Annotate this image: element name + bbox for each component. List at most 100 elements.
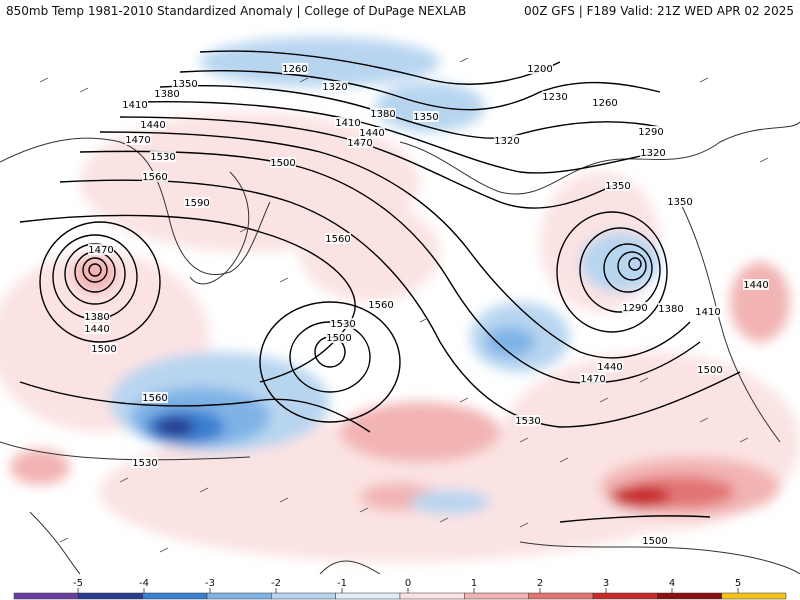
contour-label: 1470: [125, 135, 150, 146]
contour-label: 1380: [658, 304, 683, 315]
contour-label: 1410: [335, 118, 360, 129]
contour-label-bg: [150, 151, 176, 162]
contour-label-bg: [622, 302, 648, 313]
contour-label-bg: [140, 119, 166, 130]
contour-label: 1290: [622, 303, 647, 314]
contour-label-bg: [335, 117, 361, 128]
contour-label-bg: [743, 279, 769, 290]
colorbar-tick-label: -2: [271, 578, 281, 589]
contour-label-bg: [270, 157, 296, 168]
colorbar-tick-label: 5: [735, 578, 741, 589]
contour-label-bg: [84, 323, 110, 334]
contour-label-bg: [132, 457, 158, 468]
contour-label-bg: [322, 81, 348, 92]
contour-label-bg: [667, 196, 693, 207]
contour-label-bg: [125, 134, 151, 145]
contour-label-bg: [515, 415, 541, 426]
contour-label: 1500: [642, 536, 667, 547]
contour-label: 1290: [638, 127, 663, 138]
colorbar-swatch: [399, 592, 465, 600]
contour-label: 1500: [326, 333, 351, 344]
contour-label-bg: [282, 63, 308, 74]
colorbar-swatch: [271, 592, 336, 600]
contour-label: 1440: [743, 280, 768, 291]
contour-label-bg: [326, 332, 352, 343]
contour-label: 1500: [91, 344, 116, 355]
contour-label-bg: [368, 299, 394, 310]
contour-label-bg: [330, 318, 356, 329]
contour-label-bg: [184, 197, 210, 208]
colorbar-tick-label: 3: [603, 578, 609, 589]
contour-label-bg: [325, 233, 351, 244]
contour-label: 1590: [184, 198, 209, 209]
contour-label: 1440: [597, 362, 622, 373]
model-run-info: 00Z GFS | F189 Valid: 21Z WED APR 02 202…: [523, 4, 794, 18]
colorbar-swatch: [592, 592, 658, 600]
contour-label: 1350: [413, 112, 438, 123]
colorbar-swatch: [206, 592, 272, 600]
contour-label: 1260: [592, 98, 617, 109]
colorbar-tick-label: -3: [205, 578, 215, 589]
contour-label: 1320: [322, 82, 347, 93]
contour-label-bg: [695, 306, 721, 317]
colorbar-swatch: [335, 592, 401, 600]
contour-label: 1410: [122, 100, 147, 111]
contour-label-bg: [658, 303, 684, 314]
contour-label: 1470: [580, 374, 605, 385]
colorbar-swatch: [528, 592, 594, 600]
contour-label-bg: [91, 343, 117, 354]
colorbar-swatch: [464, 592, 529, 600]
contour-label-bg: [494, 135, 520, 146]
contour-label-bg: [172, 78, 198, 89]
contour-label-bg: [142, 392, 168, 403]
contour-label: 1320: [640, 148, 665, 159]
contour-label: 1410: [695, 307, 720, 318]
contour-label-bg: [142, 171, 168, 182]
contour-label: 1380: [154, 89, 179, 100]
contour-label-bg: [84, 311, 110, 322]
contour-label: 1350: [605, 181, 630, 192]
colorbar-tick-label: 2: [537, 578, 543, 589]
wind-barbs: [39, 57, 769, 553]
contour-label-bg: [605, 180, 631, 191]
contour-label-bg: [697, 364, 723, 375]
contour-label-bg: [597, 361, 623, 372]
contour-label-bg: [359, 127, 385, 138]
colorbar-scale: -5 -4 -3 -2 -1 0 1 2 3 4 5: [13, 578, 787, 600]
contour-label: 1530: [150, 152, 175, 163]
colorbar-swatch: [142, 592, 208, 600]
contour-label: 1530: [132, 458, 157, 469]
contour-label: 1530: [515, 416, 540, 427]
contour-label-bg: [580, 373, 606, 384]
colorbar: -5 -4 -3 -2 -1 0 1 2 3 4 5: [0, 574, 800, 600]
contour-label: 1260: [282, 64, 307, 75]
contour-label: 1380: [370, 109, 395, 120]
colorbar-tick-label: 1: [471, 578, 477, 589]
colorbar-tick-label: -4: [139, 578, 149, 589]
colorbar-tick-label: -5: [73, 578, 83, 589]
contour-label: 1320: [494, 136, 519, 147]
map-header: 850mb Temp 1981-2010 Standardized Anomal…: [0, 0, 800, 22]
contour-label: 1530: [330, 319, 355, 330]
contour-label-bg: [542, 91, 568, 102]
contour-label: 1440: [140, 120, 165, 131]
contour-label-bg: [642, 535, 668, 546]
contour-label: 1560: [368, 300, 393, 311]
contour-label-bg: [413, 111, 439, 122]
coastlines: [0, 121, 800, 574]
contour-label-bg: [122, 99, 148, 110]
contour-label-bg: [527, 63, 553, 74]
contour-label: 1560: [142, 393, 167, 404]
map-title: 850mb Temp 1981-2010 Standardized Anomal…: [6, 4, 467, 18]
contour-label: 1350: [172, 79, 197, 90]
contour-label-bg: [347, 137, 373, 148]
contour-label: 1560: [325, 234, 350, 245]
contour-label-bg: [638, 126, 664, 137]
contour-label-bg: [88, 244, 114, 255]
contour-label: 1200: [527, 64, 552, 75]
contour-label: 1500: [697, 365, 722, 376]
contour-label: 1470: [347, 138, 372, 149]
contour-label-bg: [640, 147, 666, 158]
colorbar-swatch: [13, 592, 79, 600]
